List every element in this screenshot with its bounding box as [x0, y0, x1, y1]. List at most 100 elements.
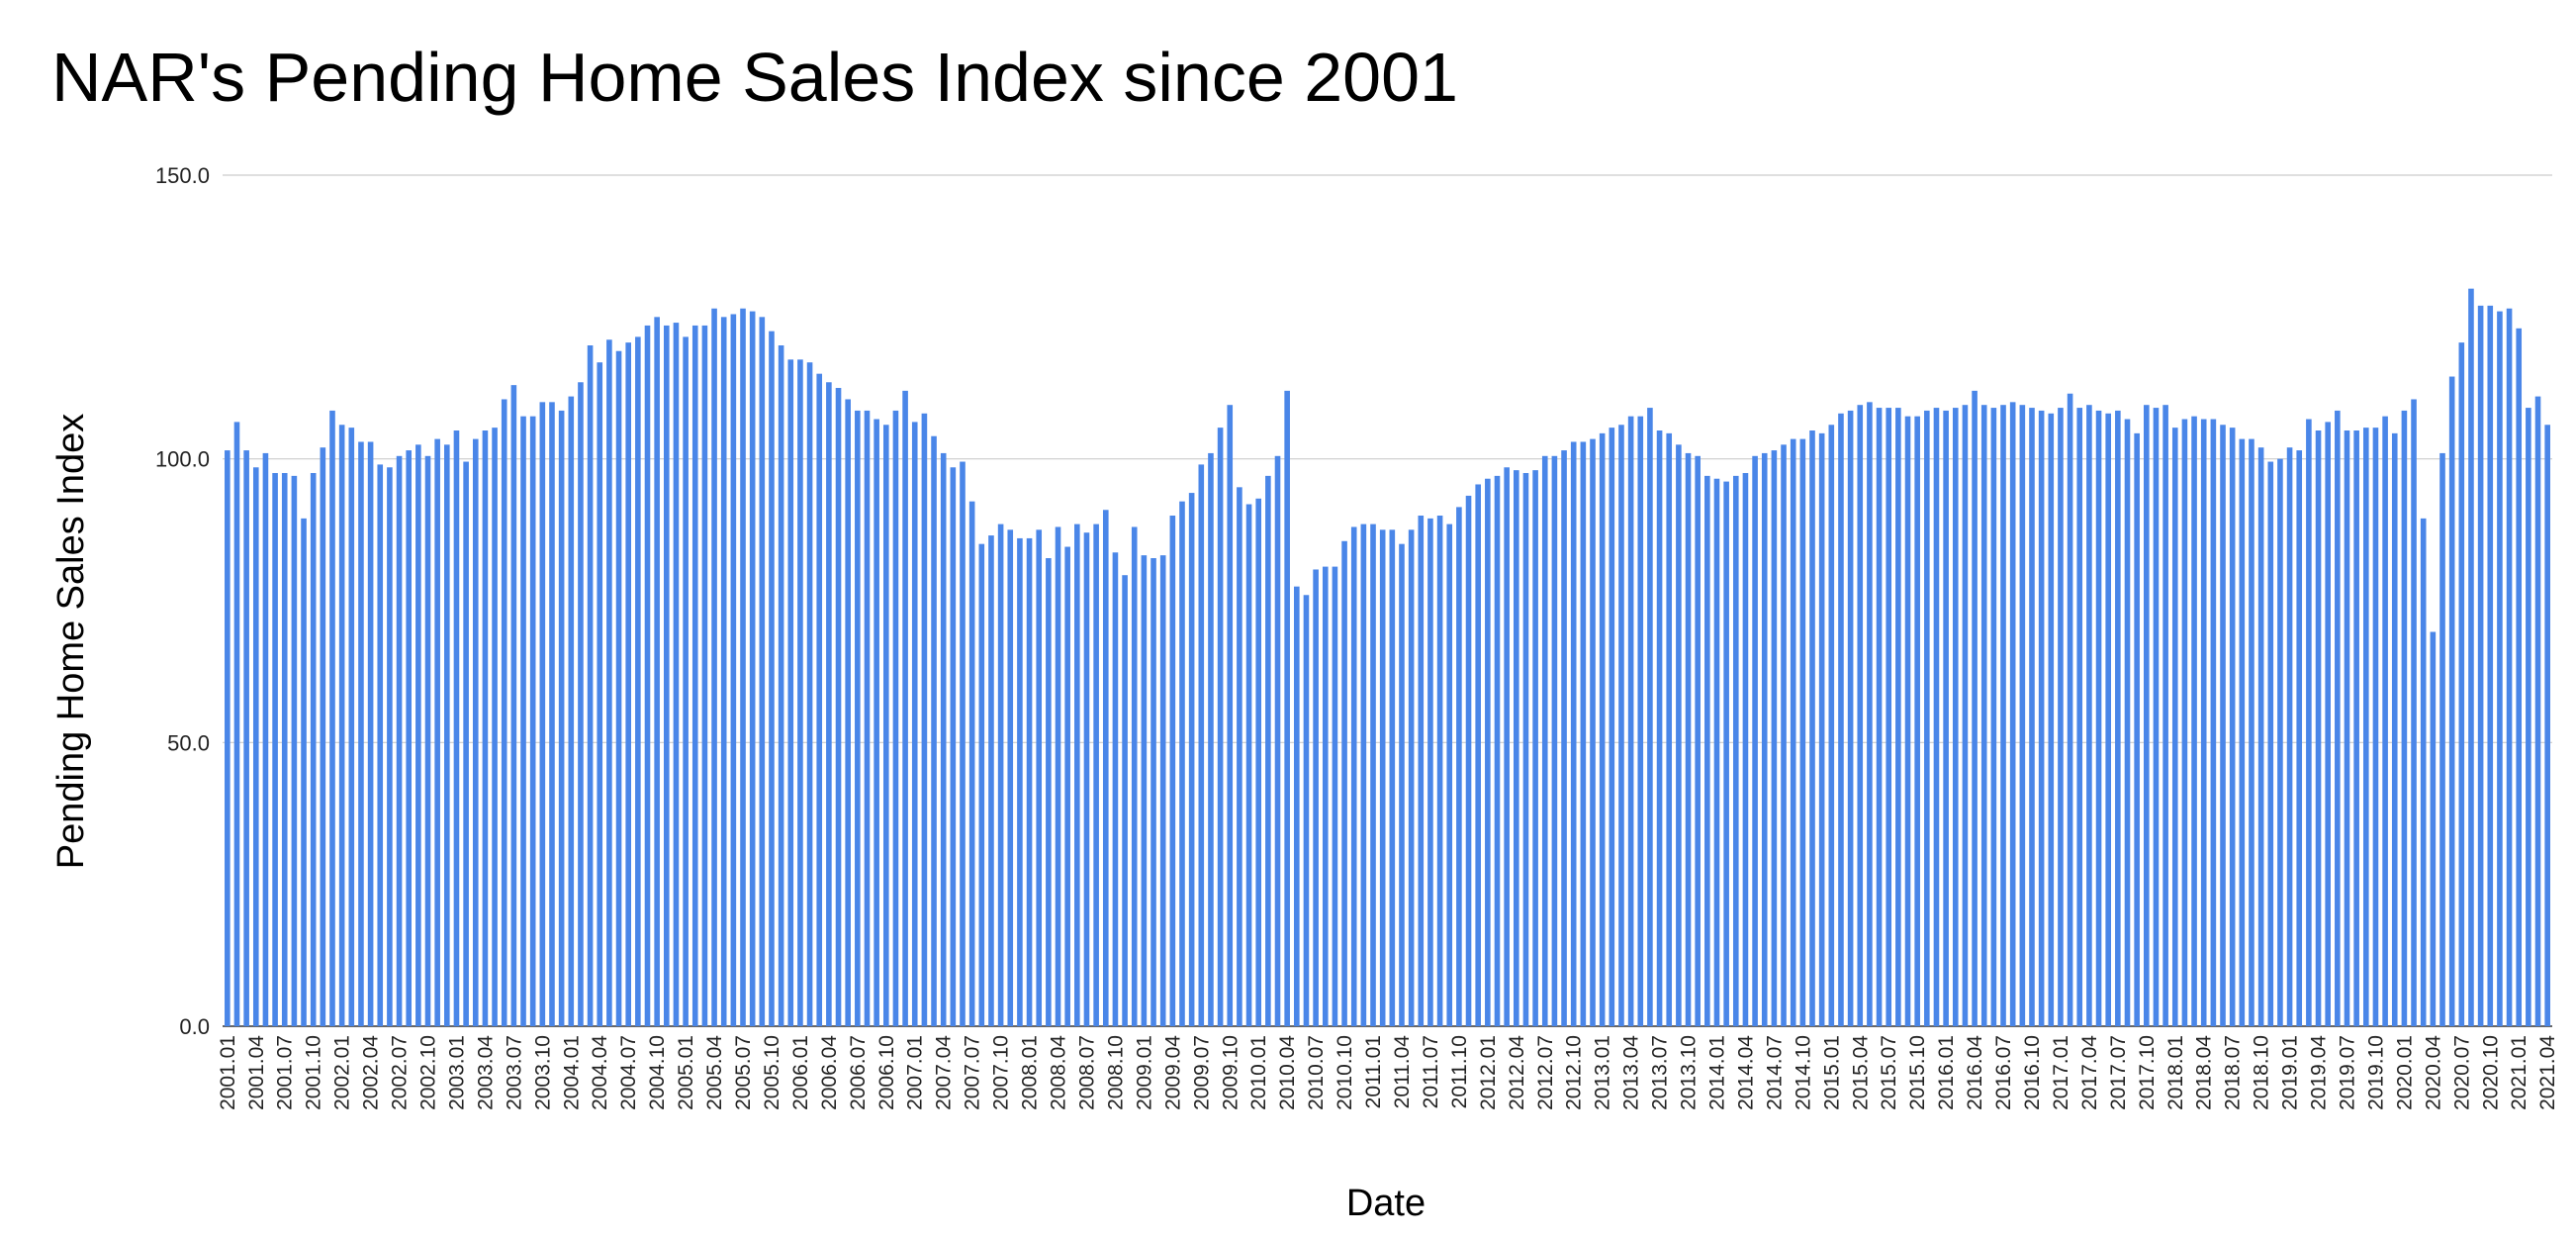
x-tick-label: 2017.10 [2136, 1035, 2159, 1110]
x-tick-label: 2020.01 [2393, 1035, 2416, 1110]
x-tick-label: 2015.04 [1849, 1035, 1872, 1110]
x-tick-label: 2003.01 [445, 1035, 468, 1110]
bar [2335, 410, 2341, 1026]
bar [816, 373, 823, 1026]
bar [1561, 450, 1567, 1026]
bar [1656, 430, 1663, 1026]
x-tick-label: 2005.04 [703, 1035, 726, 1110]
x-tick-label: 2004.04 [589, 1035, 611, 1110]
bar [453, 430, 460, 1026]
bar [749, 311, 756, 1027]
x-axis-ticks: 2001.01 2001.04 2001.07 2001.10 2002.01 2002.… [217, 1035, 2559, 1110]
x-tick-label: 2008.07 [1075, 1035, 1098, 1110]
bar [1771, 450, 1778, 1026]
x-tick-label: 2013.10 [1678, 1035, 1701, 1110]
bar [1838, 413, 1844, 1026]
bar [2439, 452, 2445, 1026]
bar [2058, 408, 2064, 1026]
bar [568, 396, 575, 1027]
bar [472, 438, 479, 1027]
bar [539, 402, 546, 1027]
x-tick-label: 2004.01 [560, 1035, 583, 1110]
bar [968, 501, 975, 1026]
bar [1418, 516, 1425, 1026]
bar [720, 317, 727, 1027]
bar [348, 428, 355, 1026]
bar [377, 464, 384, 1026]
x-tick-label: 2012.01 [1477, 1035, 1500, 1110]
x-tick-label: 2018.10 [2251, 1035, 2273, 1110]
bar [1695, 455, 1701, 1026]
bar [625, 342, 631, 1026]
bar [2477, 305, 2484, 1026]
bar [960, 461, 966, 1026]
bar [1350, 526, 1357, 1026]
bar [520, 416, 526, 1026]
bar [911, 422, 918, 1026]
x-tick-label: 2003.04 [474, 1035, 497, 1110]
bar [1818, 432, 1825, 1026]
bar [1237, 487, 1242, 1027]
bar [1514, 470, 1519, 1026]
x-tick-label: 2021.01 [2508, 1035, 2530, 1110]
bar [1952, 408, 1959, 1026]
bar [1169, 516, 1176, 1026]
y-tick-label: 150.0 [155, 163, 210, 188]
x-tick-label: 2016.01 [1935, 1035, 1958, 1110]
bar [797, 359, 803, 1027]
bar [1761, 452, 1768, 1026]
bar [1198, 464, 1205, 1026]
bar [252, 467, 259, 1026]
bar [2544, 425, 2550, 1026]
bar [2277, 458, 2283, 1026]
x-tick-label: 2012.07 [1534, 1035, 1557, 1110]
bar [644, 325, 651, 1026]
bar [1532, 470, 1538, 1026]
bar [615, 350, 622, 1027]
x-tick-label: 2019.07 [2336, 1035, 2358, 1110]
bar [1379, 529, 1386, 1026]
x-tick-label: 2012.04 [1506, 1035, 1528, 1110]
x-tick-label: 2010.10 [1334, 1035, 1356, 1110]
bar [2105, 413, 2111, 1026]
bar [1590, 438, 1596, 1027]
bar [415, 444, 421, 1027]
bar [2353, 430, 2359, 1026]
x-tick-label: 2003.07 [503, 1035, 525, 1110]
bar [406, 450, 413, 1026]
bar [835, 388, 842, 1026]
bar [1475, 484, 1481, 1027]
bar [1322, 566, 1329, 1026]
bar [1217, 428, 1224, 1026]
bar [310, 473, 317, 1026]
bar [654, 317, 660, 1027]
bar [2372, 428, 2379, 1026]
bar [2210, 419, 2217, 1026]
bar [1962, 405, 1969, 1026]
bar [1083, 532, 1090, 1026]
x-tick-label: 2007.07 [962, 1035, 984, 1110]
bar [1265, 475, 1271, 1026]
bar [1933, 408, 1940, 1026]
bar [940, 452, 947, 1026]
bar [826, 382, 832, 1026]
bar [892, 410, 899, 1026]
bar [1809, 430, 1815, 1026]
bar [1666, 432, 1673, 1026]
x-tick-label: 2004.07 [617, 1035, 640, 1110]
bar [1046, 558, 1052, 1026]
bar [272, 473, 278, 1026]
bar [1713, 478, 1720, 1027]
bar [1647, 408, 1653, 1026]
bar [2267, 461, 2274, 1026]
bar [2153, 408, 2160, 1026]
x-tick-label: 2009.10 [1219, 1035, 1242, 1110]
bar [501, 399, 507, 1027]
bar [2171, 428, 2178, 1026]
x-tick-label: 2017.01 [2050, 1035, 2072, 1110]
bar [1208, 452, 1214, 1026]
bar [2382, 416, 2388, 1026]
bar [606, 339, 612, 1026]
bar [301, 518, 307, 1026]
